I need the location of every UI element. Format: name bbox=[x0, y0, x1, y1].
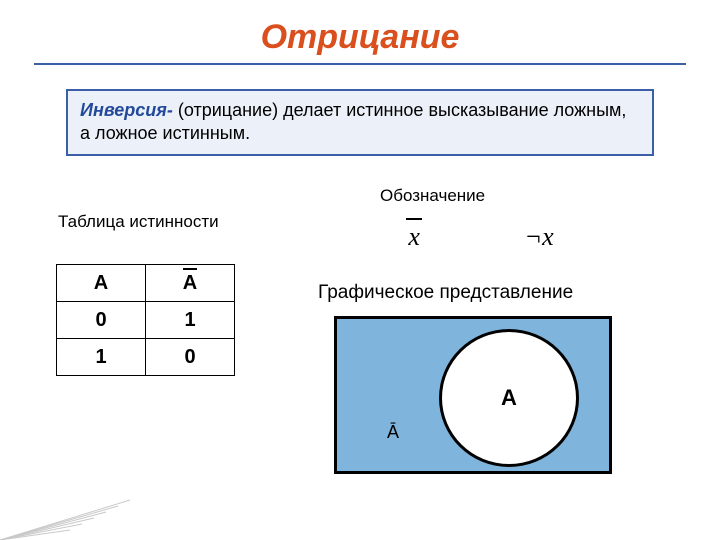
table-row: А А bbox=[57, 265, 235, 302]
notation-xbar: x bbox=[408, 222, 420, 252]
notation-row: x ¬x bbox=[356, 222, 606, 252]
overline-bar bbox=[183, 268, 197, 270]
venn-diagram: Ā А bbox=[334, 316, 612, 474]
notation-negx: ¬x bbox=[525, 222, 554, 252]
graphic-label: Графическое представление bbox=[318, 282, 573, 304]
venn-circle: А bbox=[439, 329, 579, 467]
truth-table: А А 0 1 1 0 bbox=[56, 264, 235, 376]
venn-inner-label: А bbox=[501, 385, 517, 411]
cell-na: 1 bbox=[146, 302, 235, 339]
th-a: А bbox=[57, 265, 146, 302]
title-underline bbox=[34, 63, 686, 65]
intro-box: Инверсия- (отрицание) делает истинное вы… bbox=[66, 89, 654, 156]
th-not-a-letter: А bbox=[183, 272, 197, 294]
notation-label: Обозначение bbox=[380, 186, 485, 206]
cell-a: 0 bbox=[57, 302, 146, 339]
truth-table-label: Таблица истинности bbox=[58, 212, 219, 232]
cell-a: 1 bbox=[57, 339, 146, 376]
table-row: 1 0 bbox=[57, 339, 235, 376]
venn-outer-label: Ā bbox=[387, 422, 399, 443]
cell-na: 0 bbox=[146, 339, 235, 376]
th-not-a: А bbox=[146, 265, 235, 302]
corner-decoration bbox=[0, 478, 130, 540]
overline-bar bbox=[406, 218, 422, 220]
intro-lead: Инверсия- bbox=[80, 100, 173, 120]
notation-xbar-letter: x bbox=[408, 222, 420, 251]
page-title: Отрицание bbox=[0, 0, 720, 57]
table-row: 0 1 bbox=[57, 302, 235, 339]
